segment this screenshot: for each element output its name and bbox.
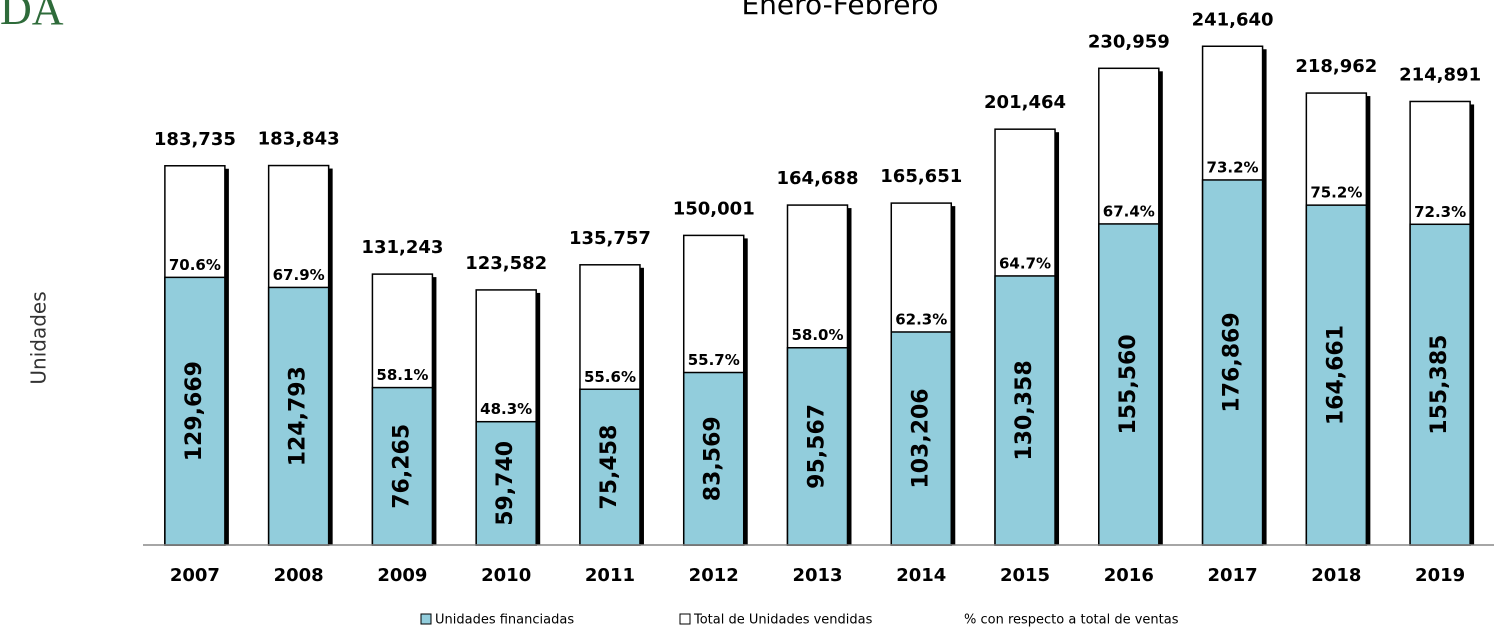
value-label: 214,891 bbox=[1399, 64, 1481, 85]
percent-label: 62.3% bbox=[895, 310, 947, 328]
percent-label: 55.6% bbox=[584, 368, 636, 386]
bar bbox=[682, 371, 745, 546]
percent-label: 55.7% bbox=[688, 351, 740, 369]
percent-label: 75.2% bbox=[1310, 184, 1362, 202]
value-label: 155,385 bbox=[1427, 335, 1452, 435]
value-label: 103,206 bbox=[908, 388, 933, 488]
percent-label: 72.3% bbox=[1414, 203, 1466, 221]
y-axis-label: Unidades bbox=[27, 291, 51, 384]
value-label: 201,464 bbox=[984, 92, 1066, 113]
x-tick-label: 2008 bbox=[274, 565, 324, 586]
x-tick-label: 2018 bbox=[1311, 565, 1361, 586]
percent-label: 73.2% bbox=[1207, 158, 1259, 176]
bar bbox=[786, 346, 849, 546]
value-label: 124,793 bbox=[286, 366, 311, 466]
percent-label: 70.6% bbox=[169, 256, 221, 274]
x-tick-label: 2019 bbox=[1415, 565, 1465, 586]
legend-label: Unidades financiadas bbox=[435, 613, 574, 628]
percent-label: 64.7% bbox=[999, 254, 1051, 272]
value-label: 164,661 bbox=[1323, 325, 1348, 425]
value-label: 241,640 bbox=[1192, 9, 1274, 30]
percent-label: 67.9% bbox=[273, 266, 325, 284]
value-label: 83,569 bbox=[701, 416, 726, 501]
x-tick-label: 2011 bbox=[585, 565, 635, 586]
bar bbox=[164, 276, 226, 546]
value-label: 218,962 bbox=[1295, 56, 1377, 77]
legend-label: Total de Unidades vendidas bbox=[693, 613, 873, 628]
value-label: 164,688 bbox=[777, 168, 859, 189]
value-label: 131,243 bbox=[361, 237, 443, 258]
value-label: 183,843 bbox=[258, 129, 340, 150]
bar bbox=[1305, 204, 1368, 546]
bar bbox=[890, 331, 953, 546]
bar bbox=[475, 420, 537, 546]
bar bbox=[1098, 223, 1160, 546]
x-tick-label: 2014 bbox=[896, 565, 946, 586]
value-label: 165,651 bbox=[880, 166, 962, 187]
value-label: 123,582 bbox=[465, 253, 547, 274]
bar bbox=[371, 386, 434, 546]
value-label: 135,757 bbox=[569, 228, 651, 249]
percent-label: 67.4% bbox=[1103, 202, 1155, 220]
value-label: 230,959 bbox=[1088, 31, 1170, 52]
percent-label: 48.3% bbox=[480, 400, 532, 418]
value-label: 129,669 bbox=[182, 361, 207, 461]
x-tick-label: 2010 bbox=[481, 565, 531, 586]
percent-label: 58.1% bbox=[376, 366, 428, 384]
value-label: 150,001 bbox=[673, 198, 755, 219]
value-label: 130,358 bbox=[1012, 360, 1037, 460]
legend-swatch bbox=[679, 613, 691, 625]
x-tick-label: 2016 bbox=[1104, 565, 1154, 586]
value-label: 155,560 bbox=[1116, 334, 1141, 434]
percent-label: 58.0% bbox=[791, 326, 843, 344]
x-tick-label: 2009 bbox=[377, 565, 427, 586]
logo: DA bbox=[0, 0, 64, 34]
bar bbox=[1201, 179, 1264, 546]
x-tick-label: 2017 bbox=[1208, 565, 1258, 586]
value-label: 183,735 bbox=[154, 129, 236, 150]
x-tick-label: 2007 bbox=[170, 565, 220, 586]
legend-swatch bbox=[420, 613, 432, 625]
bar bbox=[267, 286, 330, 546]
value-label: 176,869 bbox=[1220, 312, 1245, 412]
x-tick-label: 2012 bbox=[689, 565, 739, 586]
x-tick-label: 2013 bbox=[792, 565, 842, 586]
value-label: 59,740 bbox=[493, 441, 518, 526]
legend-label: % con respecto a total de ventas bbox=[964, 613, 1179, 628]
value-label: 76,265 bbox=[389, 424, 414, 509]
bar bbox=[994, 275, 1056, 546]
chart-title: Enero-Febrero bbox=[741, 0, 938, 21]
value-label: 95,567 bbox=[805, 404, 830, 489]
x-tick-label: 2015 bbox=[1000, 565, 1050, 586]
bar bbox=[579, 388, 641, 546]
value-label: 75,458 bbox=[597, 425, 622, 510]
